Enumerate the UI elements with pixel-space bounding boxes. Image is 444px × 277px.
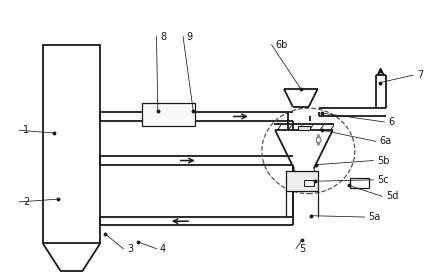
Text: 4: 4: [160, 244, 166, 254]
Text: 2: 2: [23, 197, 29, 207]
Bar: [143, 103, 195, 126]
Bar: [43, 45, 100, 243]
Text: 6a: 6a: [379, 136, 391, 146]
Text: 3: 3: [127, 244, 133, 254]
Text: 7: 7: [417, 70, 423, 80]
Text: 5a: 5a: [368, 212, 381, 222]
Bar: [286, 171, 317, 191]
Bar: [304, 180, 313, 186]
Text: 5: 5: [299, 244, 306, 254]
Bar: [350, 178, 369, 188]
Text: 5c: 5c: [377, 175, 388, 185]
Text: 6: 6: [388, 117, 394, 127]
Text: 9: 9: [186, 32, 193, 42]
Text: 5b: 5b: [377, 156, 389, 166]
Text: 8: 8: [160, 32, 166, 42]
Text: 5d: 5d: [386, 191, 398, 201]
Text: 6b: 6b: [275, 40, 287, 50]
Text: 1: 1: [23, 125, 29, 135]
Bar: [298, 125, 309, 130]
